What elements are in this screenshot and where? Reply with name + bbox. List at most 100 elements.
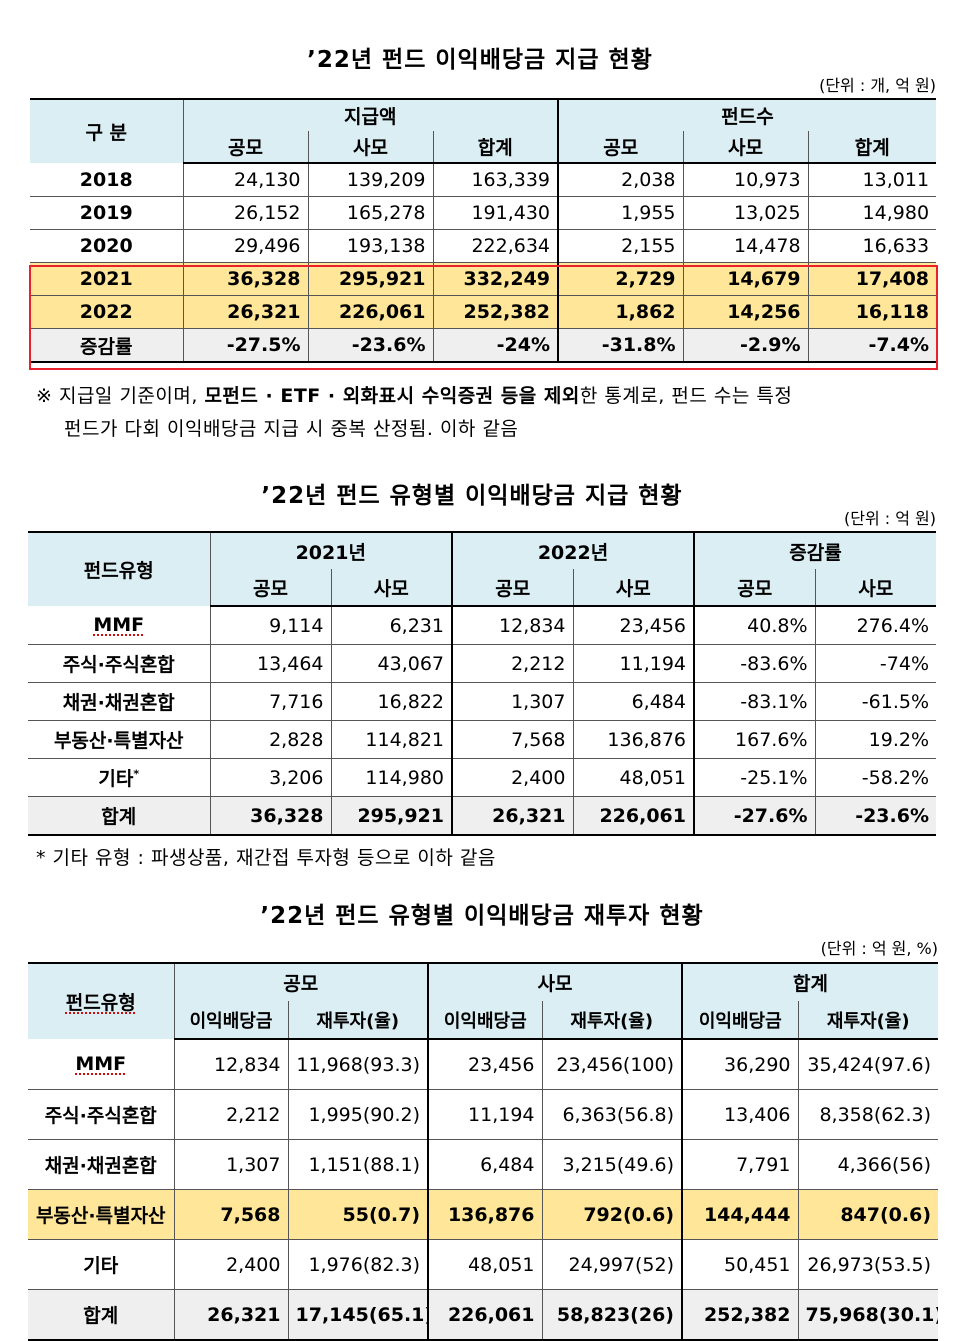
cell: -27.5% xyxy=(182,328,308,363)
cell: 24,130 xyxy=(182,163,308,197)
cell: 29,496 xyxy=(182,229,308,263)
cell: 1,151(88.1) xyxy=(287,1139,428,1190)
cell: 276.4% xyxy=(814,606,937,645)
cell: 226,061 xyxy=(307,295,433,329)
cell: 11,968(93.3) xyxy=(287,1039,428,1090)
cell: 114,980 xyxy=(330,758,452,797)
table-row-change-rate: 증감률 -27.5% -23.6% -24% -31.8% -2.9% -7.4… xyxy=(30,328,937,363)
cell: 1,995(90.2) xyxy=(287,1089,428,1140)
header-sub: 사모 xyxy=(682,131,809,164)
row-label: MMF xyxy=(28,606,210,645)
cell: 19.2% xyxy=(814,720,937,759)
header-private: 사모 xyxy=(427,962,682,1001)
header-sub: 사모 xyxy=(814,569,937,607)
section2-title: ’22년 펀드 유형별 이익배당금 지급 현황 xyxy=(261,483,683,509)
header-fund-type: 펀드유형 xyxy=(28,531,210,606)
header-sub: 재투자(율) xyxy=(797,1001,938,1040)
cell: 1,862 xyxy=(557,295,684,329)
header-sub: 공모 xyxy=(182,131,308,164)
cell: 55(0.7) xyxy=(287,1189,428,1240)
header-2022: 2022년 xyxy=(451,531,694,569)
cell: 136,876 xyxy=(427,1189,542,1240)
header-sub: 공모 xyxy=(693,569,815,607)
header-sub: 사모 xyxy=(330,569,452,607)
note-text-line2: 펀드가 다회 이익배당금 지급 시 중복 산정됨. 이하 같음 xyxy=(64,418,519,440)
header-2021: 2021년 xyxy=(209,531,452,569)
cell: 13,011 xyxy=(807,163,937,197)
header-sub: 이익배당금 xyxy=(173,1001,288,1040)
cell: 7,568 xyxy=(173,1189,288,1240)
cell: 26,321 xyxy=(451,796,573,836)
cell: 3,206 xyxy=(209,758,331,797)
cell: 36,328 xyxy=(209,796,331,836)
cell: 139,209 xyxy=(307,163,433,197)
header-fund-count: 펀드수 xyxy=(557,98,937,131)
section3-unit: (단위 : 억 원, %) xyxy=(820,939,938,958)
row-label: 증감률 xyxy=(30,328,183,363)
cell: 16,822 xyxy=(330,682,452,721)
section3-title: ’22년 펀드 유형별 이익배당금 재투자 현황 xyxy=(260,903,704,929)
header-sub: 재투자(율) xyxy=(541,1001,682,1040)
cell: 2,212 xyxy=(451,644,573,683)
cell: 2,828 xyxy=(209,720,331,759)
table-row: 기타* 3,206 114,980 2,400 48,051 -25.1% -5… xyxy=(28,758,937,797)
table-row: 부동산·특별자산 2,828 114,821 7,568 136,876 167… xyxy=(28,720,937,759)
row-label: 2021 xyxy=(30,262,183,296)
cell: 10,973 xyxy=(682,163,809,197)
cell: -25.1% xyxy=(693,758,815,797)
cell: 13,464 xyxy=(209,644,331,683)
cell: 136,876 xyxy=(572,720,694,759)
header-fund-type: 펀드유형 xyxy=(28,962,174,1039)
cell: 6,231 xyxy=(330,606,452,645)
cell: 165,278 xyxy=(307,196,433,230)
header-sub: 재투자(율) xyxy=(287,1001,428,1040)
cell: 6,363(56.8) xyxy=(541,1089,682,1140)
table-row: 채권·채권혼합 7,716 16,822 1,307 6,484 -83.1% … xyxy=(28,682,937,721)
row-label: 주식·주식혼합 xyxy=(28,644,210,683)
cell: 3,215(49.6) xyxy=(541,1139,682,1190)
fund-dividend-payment-table: 구 분 지급액 펀드수 공모 사모 합계 공모 사모 합계 2018 24,13… xyxy=(30,98,937,363)
table-row-highlighted: 2022 26,321 226,061 252,382 1,862 14,256… xyxy=(30,295,937,329)
cell: 36,290 xyxy=(681,1039,798,1090)
cell: -23.6% xyxy=(814,796,937,836)
cell: 11,194 xyxy=(572,644,694,683)
row-label: 부동산·특별자산 xyxy=(28,1189,174,1240)
cell: 35,424(97.6) xyxy=(797,1039,938,1090)
cell: 8,358(62.3) xyxy=(797,1089,938,1140)
header-sub: 공모 xyxy=(451,569,573,607)
cell: 26,152 xyxy=(182,196,308,230)
cell: 226,061 xyxy=(427,1289,542,1341)
cell: 295,921 xyxy=(307,262,433,296)
note-text: ※ 지급일 기준이며, xyxy=(36,385,205,407)
cell: 23,456 xyxy=(427,1039,542,1090)
section1-note: ※ 지급일 기준이며, 모펀드 · ETF · 외화표시 수익증권 등을 제외한… xyxy=(36,380,936,446)
table-row: MMF 9,114 6,231 12,834 23,456 40.8% 276.… xyxy=(28,606,937,645)
cell: 26,321 xyxy=(173,1289,288,1341)
cell: -61.5% xyxy=(814,682,937,721)
cell: -23.6% xyxy=(307,328,433,363)
section1-unit: (단위 : 개, 억 원) xyxy=(819,76,936,95)
cell: 1,307 xyxy=(451,682,573,721)
cell: 24,997(52) xyxy=(541,1239,682,1290)
cell: 193,138 xyxy=(307,229,433,263)
cell: 12,834 xyxy=(451,606,573,645)
cell: 13,025 xyxy=(682,196,809,230)
row-label: 2019 xyxy=(30,196,183,230)
table-row: 주식·주식혼합 2,212 1,995(90.2) 11,194 6,363(5… xyxy=(28,1089,938,1140)
cell: 167.6% xyxy=(693,720,815,759)
table-row: 2019 26,152 165,278 191,430 1,955 13,025… xyxy=(30,196,937,230)
table-row: 2020 29,496 193,138 222,634 2,155 14,478… xyxy=(30,229,937,263)
row-label: 채권·채권혼합 xyxy=(28,682,210,721)
table-row-total: 합계 36,328 295,921 26,321 226,061 -27.6% … xyxy=(28,796,937,836)
cell: 191,430 xyxy=(432,196,559,230)
table-row: 2018 24,130 139,209 163,339 2,038 10,973… xyxy=(30,163,937,197)
row-label: 기타 xyxy=(28,1239,174,1290)
header-change-rate: 증감률 xyxy=(692,531,937,569)
header-sub: 이익배당금 xyxy=(681,1001,798,1040)
cell: 144,444 xyxy=(681,1189,798,1240)
row-label: 2018 xyxy=(30,163,183,197)
cell: 1,976(82.3) xyxy=(287,1239,428,1290)
cell: -31.8% xyxy=(557,328,684,363)
table-row: MMF 12,834 11,968(93.3) 23,456 23,456(10… xyxy=(28,1039,938,1090)
section2-unit: (단위 : 억 원) xyxy=(843,509,936,528)
